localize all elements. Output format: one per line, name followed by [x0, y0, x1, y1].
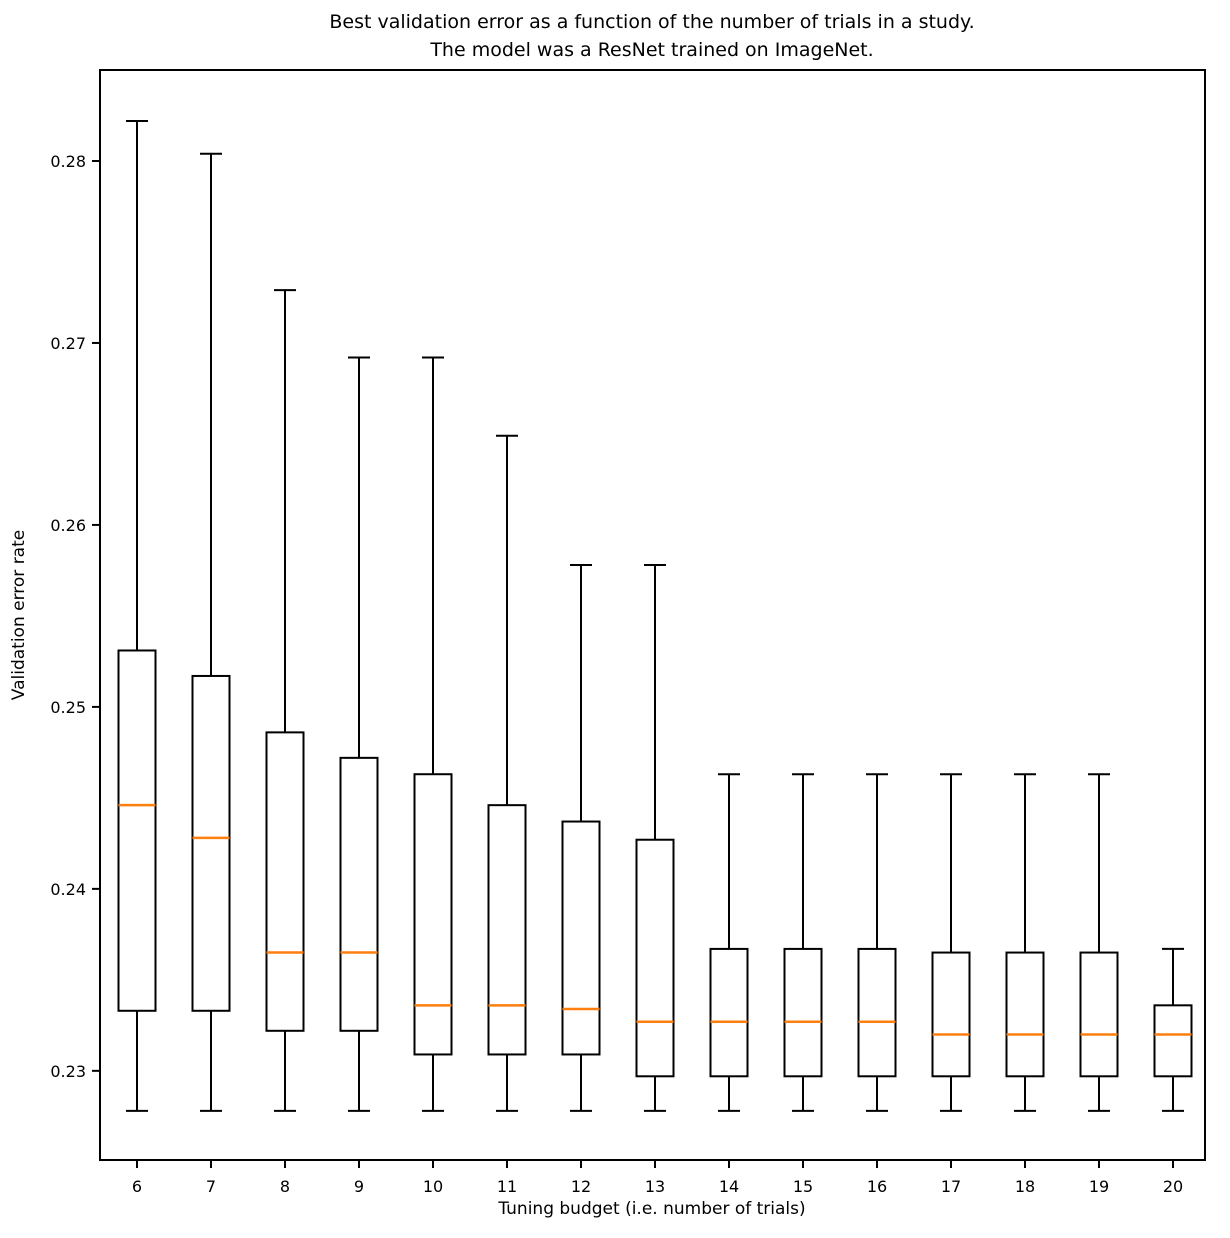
y-tick-label: 0.26 [50, 516, 86, 535]
iqr-box [1079, 951, 1119, 1078]
x-tick-label: 14 [719, 1177, 739, 1196]
boxplot-group-13 [635, 563, 675, 1112]
iqr-box [1005, 951, 1045, 1078]
boxplot-group-15 [783, 773, 823, 1112]
iqr-box [561, 820, 601, 1056]
x-tick-label: 6 [132, 1177, 142, 1196]
x-tick-label: 10 [423, 1177, 443, 1196]
y-tick-label: 0.24 [50, 880, 86, 899]
boxplot-group-7 [191, 152, 231, 1112]
boxplot-group-14 [709, 773, 749, 1112]
plot-area [99, 69, 1206, 1161]
x-tick-label: 12 [571, 1177, 591, 1196]
y-axis-label: Validation error rate [9, 530, 29, 700]
x-tick-label: 8 [280, 1177, 290, 1196]
boxplot-group-16 [857, 773, 897, 1112]
boxplot-series [117, 119, 1193, 1112]
y-tick-label: 0.28 [50, 152, 86, 171]
x-tick-label: 20 [1163, 1177, 1183, 1196]
iqr-box [931, 951, 971, 1078]
x-tick-label: 15 [793, 1177, 813, 1196]
x-tick-label: 17 [941, 1177, 961, 1196]
y-tick-label: 0.23 [50, 1062, 86, 1081]
boxplot-group-20 [1153, 947, 1193, 1112]
x-tick-label: 13 [645, 1177, 665, 1196]
boxplot-group-11 [487, 434, 527, 1112]
x-tick-label: 16 [867, 1177, 887, 1196]
boxplot-group-10 [413, 356, 453, 1112]
x-tick-label: 9 [354, 1177, 364, 1196]
y-axis-ticks: 0.23 0.24 0.25 0.26 0.27 0.28 [50, 152, 100, 1081]
boxplot-group-9 [339, 356, 379, 1112]
x-tick-label: 19 [1089, 1177, 1109, 1196]
iqr-box [1153, 1004, 1193, 1078]
boxplot-group-17 [931, 773, 971, 1112]
boxplot-group-19 [1079, 773, 1119, 1112]
iqr-box [783, 947, 823, 1078]
iqr-box [265, 731, 305, 1032]
iqr-box [191, 674, 231, 1012]
x-axis-ticks: 6 7 8 9 10 11 12 13 14 15 16 17 18 19 20 [132, 1160, 1183, 1196]
y-tick-label: 0.27 [50, 334, 86, 353]
boxplot-group-12 [561, 563, 601, 1112]
y-tick-label: 0.25 [50, 698, 86, 717]
iqr-box [117, 649, 157, 1012]
iqr-box [413, 773, 453, 1056]
iqr-box [635, 838, 675, 1078]
iqr-box [487, 804, 527, 1056]
boxplot-group-8 [265, 289, 305, 1112]
iqr-box [709, 947, 749, 1078]
x-tick-label: 7 [206, 1177, 216, 1196]
x-tick-label: 11 [497, 1177, 517, 1196]
iqr-box [857, 947, 897, 1078]
x-axis-label: Tuning budget (i.e. number of trials) [497, 1199, 805, 1219]
boxplot-group-6 [117, 119, 157, 1112]
x-tick-label: 18 [1015, 1177, 1035, 1196]
chart-title-line2: The model was a ResNet trained on ImageN… [429, 39, 873, 61]
iqr-box [339, 756, 379, 1032]
boxplot-group-18 [1005, 773, 1045, 1112]
chart-title-line1: Best validation error as a function of t… [329, 11, 974, 33]
